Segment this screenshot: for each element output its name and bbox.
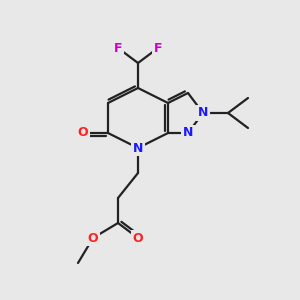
Text: N: N: [183, 127, 193, 140]
Text: F: F: [154, 41, 162, 55]
Text: O: O: [78, 127, 88, 140]
Text: O: O: [88, 232, 98, 244]
Text: N: N: [133, 142, 143, 154]
Text: F: F: [114, 41, 122, 55]
Text: O: O: [133, 232, 143, 244]
Text: N: N: [198, 106, 208, 119]
